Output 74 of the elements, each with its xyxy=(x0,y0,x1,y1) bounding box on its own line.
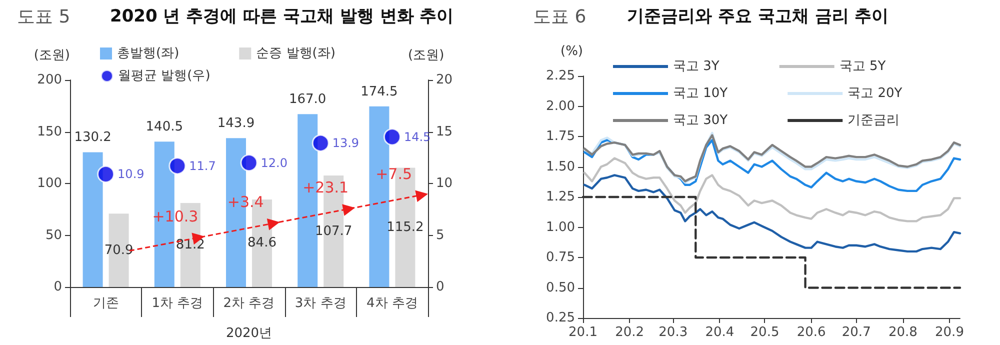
y-tick-label: 1.50 xyxy=(546,159,575,174)
y2-axis-title: (조원) xyxy=(408,48,444,63)
x-tick-label: 20.3 xyxy=(658,325,688,340)
legend-label: 월평균 발행(우) xyxy=(118,68,210,84)
x-tick-label: 20.5 xyxy=(750,325,780,340)
y-axis-title: (%) xyxy=(560,44,583,59)
line-series xyxy=(583,174,962,253)
annotation: +3.4 xyxy=(227,193,264,212)
data-label: 70.9 xyxy=(104,242,134,258)
y-tick-label: 2.25 xyxy=(546,68,575,84)
annotation: +10.3 xyxy=(152,207,198,226)
annotation: +23.1 xyxy=(302,178,349,197)
chart-subtitle: 도표 6 xyxy=(533,6,586,28)
data-label: 167.0 xyxy=(288,92,326,108)
data-label: 11.7 xyxy=(189,158,216,173)
x-tick-label: 20.8 xyxy=(888,325,918,340)
data-label: 13.9 xyxy=(332,136,360,150)
legend-label: 순증 발행(좌) xyxy=(256,46,336,61)
legend-label: 국고 5Y xyxy=(839,59,886,74)
data-label: 174.5 xyxy=(360,84,398,100)
y-tick-label: 100 xyxy=(37,176,62,191)
bar xyxy=(82,152,103,287)
x-tick-label: 1차 추경 xyxy=(152,296,204,311)
y-tick-label: 50 xyxy=(45,228,62,243)
point xyxy=(312,134,330,152)
y-tick-label: 1.00 xyxy=(546,220,575,235)
y-tick-label: 0 xyxy=(54,280,62,294)
x-tick-label: 2차 추경 xyxy=(223,296,275,311)
x-tick-label: 20.7 xyxy=(842,325,871,340)
chart-title: 기준금리와 주요 국고채 금리 추이 xyxy=(627,6,889,26)
data-label: 12.0 xyxy=(260,156,288,170)
point xyxy=(97,165,115,183)
chart-title: 2020 년 추경에 따른 국고채 발행 변화 추이 xyxy=(110,6,454,26)
legend-label: 총발행(좌) xyxy=(117,46,180,61)
x-tick-label: 20.4 xyxy=(705,325,734,340)
point xyxy=(383,128,401,146)
line-series xyxy=(583,139,962,192)
x-tick-label: 20.6 xyxy=(796,325,826,340)
x-tick-label: 4차 추경 xyxy=(366,296,418,311)
legend-label: 국고 3Y xyxy=(673,59,720,74)
data-label: 130.2 xyxy=(74,130,112,146)
x-tick-label: 기존 xyxy=(92,296,119,311)
y-tick-label: 1.25 xyxy=(546,190,575,204)
annotation: +7.5 xyxy=(376,164,412,183)
y-tick-label: 1.75 xyxy=(546,129,575,144)
y-tick-label: 2.00 xyxy=(546,98,575,114)
point xyxy=(240,154,258,172)
y2-tick-label: 10 xyxy=(436,176,453,191)
y2-tick-label: 20 xyxy=(436,72,453,88)
line-series xyxy=(583,157,962,222)
x-axis-title: 2020년 xyxy=(226,326,272,341)
data-label: 143.9 xyxy=(217,116,255,132)
y-tick-label: 0.75 xyxy=(546,250,575,265)
data-label: 10.9 xyxy=(118,167,144,182)
legend-label: 국고 10Y xyxy=(673,86,728,101)
y-tick-label: 0.25 xyxy=(546,310,575,326)
y2-tick-label: 5 xyxy=(436,228,444,243)
x-tick-label: 20.2 xyxy=(615,325,644,340)
point xyxy=(168,157,186,175)
x-tick-label: 3차 추경 xyxy=(294,296,346,311)
x-tick-label: 20.1 xyxy=(568,325,598,340)
data-label: 84.6 xyxy=(248,236,276,251)
y-tick-label: 150 xyxy=(37,124,62,140)
y-tick-label: 0.50 xyxy=(546,280,575,296)
legend-label: 국고 20Y xyxy=(848,86,902,101)
y-tick-label: 200 xyxy=(37,72,62,88)
y2-tick-label: 15 xyxy=(436,124,453,140)
y-axis-title: (조원) xyxy=(34,48,70,63)
y2-tick-label: 0 xyxy=(436,280,444,294)
legend-label: 국고 30Y xyxy=(673,113,728,128)
x-tick-label: 20.9 xyxy=(935,325,964,340)
legend-label: 기준금리 xyxy=(848,113,900,128)
data-label: 140.5 xyxy=(146,120,184,135)
chart-subtitle: 도표 5 xyxy=(17,6,70,28)
